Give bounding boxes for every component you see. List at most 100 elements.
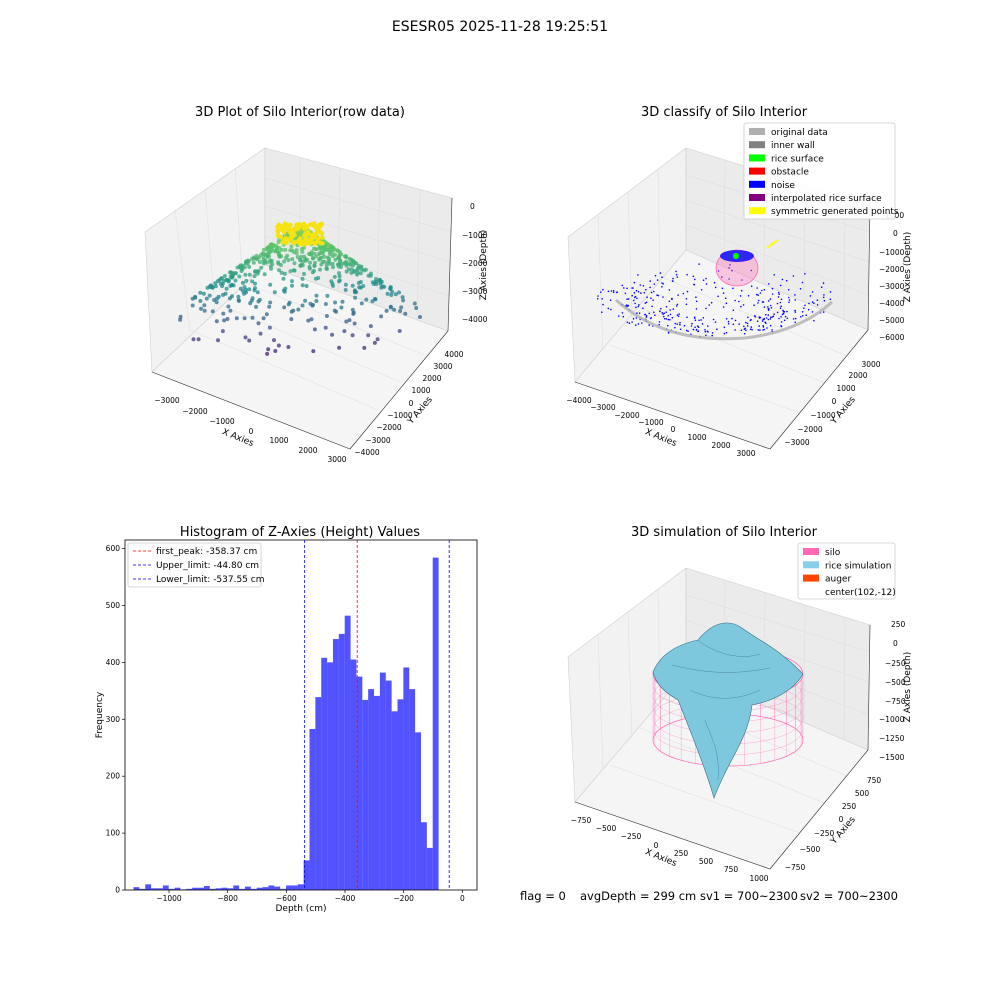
noise-point (671, 298, 673, 301)
noise-point (787, 289, 790, 291)
simulation-z-tick-label: −1000 (879, 715, 905, 724)
noise-point (800, 316, 802, 318)
noise-point (627, 298, 630, 300)
raw-point (289, 244, 294, 249)
raw-point (283, 247, 288, 252)
noise-point (750, 326, 753, 328)
raw-point (342, 329, 347, 334)
noise-point (811, 291, 814, 293)
noise-point (667, 324, 669, 327)
raw-point (294, 223, 299, 228)
noise-point (631, 294, 633, 297)
classify-z-ticks: 1000 0 −1000 −2000 −3000 −4000 −5000 −60… (879, 211, 905, 342)
raw-point (294, 239, 299, 244)
sv1-status: sv1 = 700~2300 (700, 889, 798, 903)
histogram-bar (350, 659, 357, 890)
raw-point (361, 284, 366, 288)
raw-x-tick-label: −3000 (154, 396, 180, 405)
raw-point (286, 223, 291, 229)
raw-point (233, 278, 238, 283)
noise-point (723, 332, 726, 335)
raw-point (299, 254, 303, 259)
noise-point (628, 322, 631, 325)
noise-point (642, 285, 645, 287)
raw-point (225, 317, 230, 321)
legend-label: obstacle (771, 168, 809, 178)
raw-point (277, 268, 282, 273)
noise-point (722, 306, 725, 308)
raw-point (230, 274, 235, 279)
raw-point (319, 222, 324, 228)
raw-point (253, 281, 257, 286)
simulation-y-tick-label: 500 (855, 789, 870, 798)
classify-z-tick-label: 0 (893, 229, 898, 238)
raw-point (294, 248, 299, 253)
histogram-bar (133, 887, 140, 890)
noise-point (652, 290, 655, 293)
legend-label: symmetric generated points (771, 207, 899, 217)
raw-point (340, 299, 345, 304)
noise-point (738, 323, 740, 325)
raw-point (350, 307, 355, 312)
classify-y-tick-label: −2000 (797, 425, 823, 434)
raw-x-tick-label: 3000 (327, 455, 346, 464)
noise-point (740, 305, 742, 308)
noise-point (702, 279, 705, 282)
noise-point (695, 296, 697, 299)
raw-point (354, 290, 359, 295)
raw-point (309, 252, 313, 257)
noise-point (742, 304, 745, 306)
simulation-z-tick-label: 250 (891, 620, 906, 629)
histogram-legend-label: Lower_limit: -537.55 cm (156, 575, 264, 585)
noise-point (651, 305, 653, 308)
noise-point (661, 312, 663, 314)
raw-z-axis-label: Z Axies (Depth) (479, 230, 489, 301)
noise-point (816, 299, 819, 302)
raw-point (279, 263, 283, 267)
raw-point (267, 325, 272, 330)
raw-point (301, 221, 307, 227)
raw-point (226, 279, 231, 284)
raw-point (310, 256, 315, 261)
simulation-x-tick-label: 1000 (749, 874, 768, 883)
classify-z-tick-label: −3000 (879, 282, 905, 291)
raw-point (282, 305, 287, 310)
noise-point (773, 274, 775, 276)
noise-point (610, 308, 612, 311)
histogram-bar (145, 884, 152, 890)
classify-x-tick-label: 0 (671, 425, 676, 434)
raw-point (311, 349, 316, 354)
noise-point (780, 298, 783, 301)
raw-point (303, 298, 308, 303)
raw-point (301, 241, 306, 247)
noise-point (658, 323, 660, 326)
noise-point (757, 294, 759, 296)
noise-point (782, 309, 784, 312)
noise-point (767, 306, 769, 308)
histogram-bar (291, 885, 298, 890)
raw-point (240, 280, 245, 285)
raw-point (302, 272, 306, 276)
noise-point (780, 325, 782, 327)
raw-point (286, 345, 291, 349)
raw-panel-title: 3D Plot of Silo Interior(row data) (195, 105, 405, 120)
classify-x-tick-label: −1000 (638, 418, 664, 427)
raw-point (267, 304, 272, 309)
raw-point (199, 306, 203, 311)
noise-point (652, 299, 654, 302)
noise-point (658, 321, 661, 323)
noise-point (676, 303, 679, 306)
raw-point (312, 268, 316, 273)
noise-point (811, 301, 814, 303)
histogram-legend: first_peak: -358.37 cm Upper_limit: -44.8… (127, 542, 264, 588)
noise-point (762, 301, 765, 303)
noise-point (597, 295, 599, 297)
noise-point (757, 299, 760, 302)
noise-point (769, 318, 772, 320)
simulation-z-ticks: 250 0 −250 −500 −750 −1000 −1250 −1500 (879, 620, 906, 762)
raw-point (292, 261, 297, 266)
noise-point (705, 283, 708, 285)
raw-y-tick-label: −2000 (376, 423, 402, 432)
noise-point (602, 303, 604, 306)
status-line: flag = 0 avgDepth = 299 cm sv1 = 700~230… (520, 889, 898, 903)
